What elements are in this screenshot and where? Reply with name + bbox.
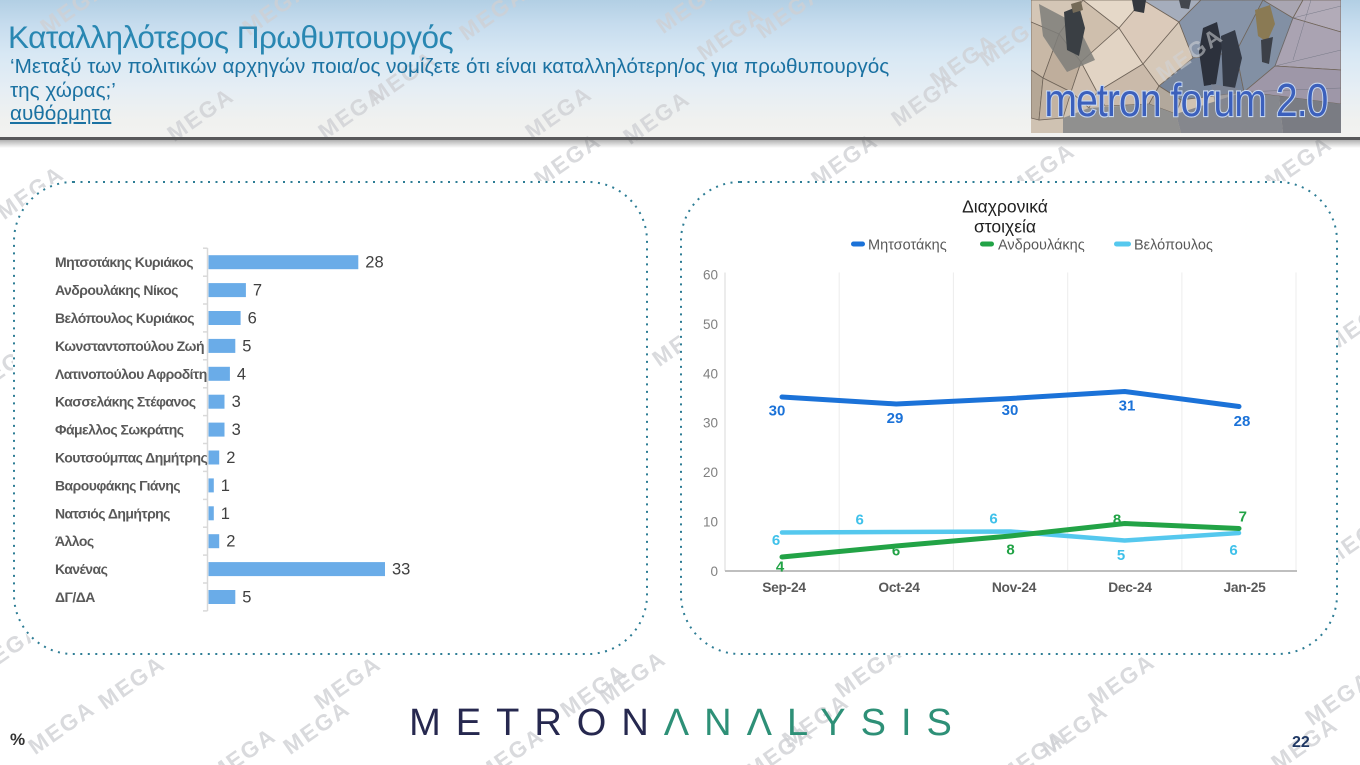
svg-text:ΔΓ/ΔΑ: ΔΓ/ΔΑ — [55, 589, 95, 605]
svg-text:5: 5 — [242, 589, 251, 607]
svg-text:Μητσοτάκης Κυριάκος: Μητσοτάκης Κυριάκος — [55, 254, 193, 270]
svg-text:4: 4 — [237, 365, 246, 383]
svg-text:7: 7 — [253, 282, 262, 300]
svg-text:30: 30 — [703, 416, 718, 431]
svg-text:8: 8 — [1113, 512, 1121, 529]
svg-text:6: 6 — [989, 511, 997, 528]
svg-text:2: 2 — [226, 533, 235, 551]
svg-text:Dec-24: Dec-24 — [1108, 580, 1152, 595]
svg-text:31: 31 — [1119, 398, 1136, 415]
svg-text:6: 6 — [892, 543, 900, 560]
svg-text:Ανδρουλάκης Νίκος: Ανδρουλάκης Νίκος — [55, 282, 178, 298]
svg-text:Λατινοπούλου Αφροδίτη: Λατινοπούλου Αφροδίτη — [55, 366, 207, 382]
svg-text:5: 5 — [1117, 547, 1125, 564]
svg-text:28: 28 — [365, 254, 383, 272]
svg-text:29: 29 — [887, 410, 904, 427]
svg-text:Μητσοτάκης: Μητσοτάκης — [868, 238, 947, 254]
svg-text:Κωνσταντοπούλου Ζωή: Κωνσταντοπούλου Ζωή — [55, 338, 204, 354]
svg-text:1: 1 — [221, 477, 230, 495]
svg-text:33: 33 — [392, 561, 410, 579]
svg-text:7: 7 — [1239, 509, 1247, 526]
svg-text:30: 30 — [769, 403, 786, 420]
svg-text:6: 6 — [1229, 542, 1237, 559]
svg-text:στοιχεία: στοιχεία — [974, 217, 1036, 237]
svg-text:5: 5 — [242, 337, 251, 355]
svg-text:0: 0 — [710, 564, 718, 579]
svg-text:Διαχρονικά: Διαχρονικά — [962, 197, 1048, 217]
svg-text:Ανδρουλάκης: Ανδρουλάκης — [998, 238, 1085, 254]
svg-text:Κουτσούμπας Δημήτρης: Κουτσούμπας Δημήτρης — [55, 450, 208, 466]
svg-text:Sep-24: Sep-24 — [762, 580, 806, 595]
svg-text:Νατσιός Δημήτρης: Νατσιός Δημήτρης — [55, 505, 170, 521]
svg-text:Κασσελάκης Στέφανος: Κασσελάκης Στέφανος — [55, 394, 196, 410]
svg-text:Βαρουφάκης Γιάνης: Βαρουφάκης Γιάνης — [55, 477, 180, 493]
svg-text:Άλλος: Άλλος — [55, 533, 94, 549]
svg-text:6: 6 — [248, 310, 257, 328]
svg-text:metron forum 2.0: metron forum 2.0 — [1045, 74, 1328, 126]
svg-text:Βελόπουλος Κυριάκος: Βελόπουλος Κυριάκος — [55, 310, 194, 326]
svg-text:Βελόπουλος: Βελόπουλος — [1134, 238, 1213, 254]
svg-text:50: 50 — [703, 317, 718, 332]
svg-text:6: 6 — [772, 532, 780, 549]
svg-text:3: 3 — [232, 421, 241, 439]
svg-text:10: 10 — [703, 515, 718, 530]
svg-text:Oct-24: Oct-24 — [878, 580, 920, 595]
svg-text:28: 28 — [1234, 413, 1251, 430]
svg-text:Κανένας: Κανένας — [55, 561, 108, 577]
svg-text:Jan-25: Jan-25 — [1224, 580, 1267, 595]
svg-text:2: 2 — [226, 449, 235, 467]
svg-text:30: 30 — [1002, 402, 1019, 419]
svg-text:20: 20 — [703, 465, 718, 480]
svg-text:1: 1 — [221, 505, 230, 523]
svg-text:4: 4 — [776, 559, 785, 576]
svg-text:Nov-24: Nov-24 — [992, 580, 1037, 595]
svg-text:Φάμελλος Σωκράτης: Φάμελλος Σωκράτης — [55, 422, 184, 438]
svg-text:40: 40 — [703, 366, 718, 381]
svg-text:3: 3 — [232, 393, 241, 411]
svg-text:8: 8 — [1006, 542, 1014, 559]
svg-text:60: 60 — [703, 267, 718, 282]
svg-text:6: 6 — [856, 512, 864, 529]
